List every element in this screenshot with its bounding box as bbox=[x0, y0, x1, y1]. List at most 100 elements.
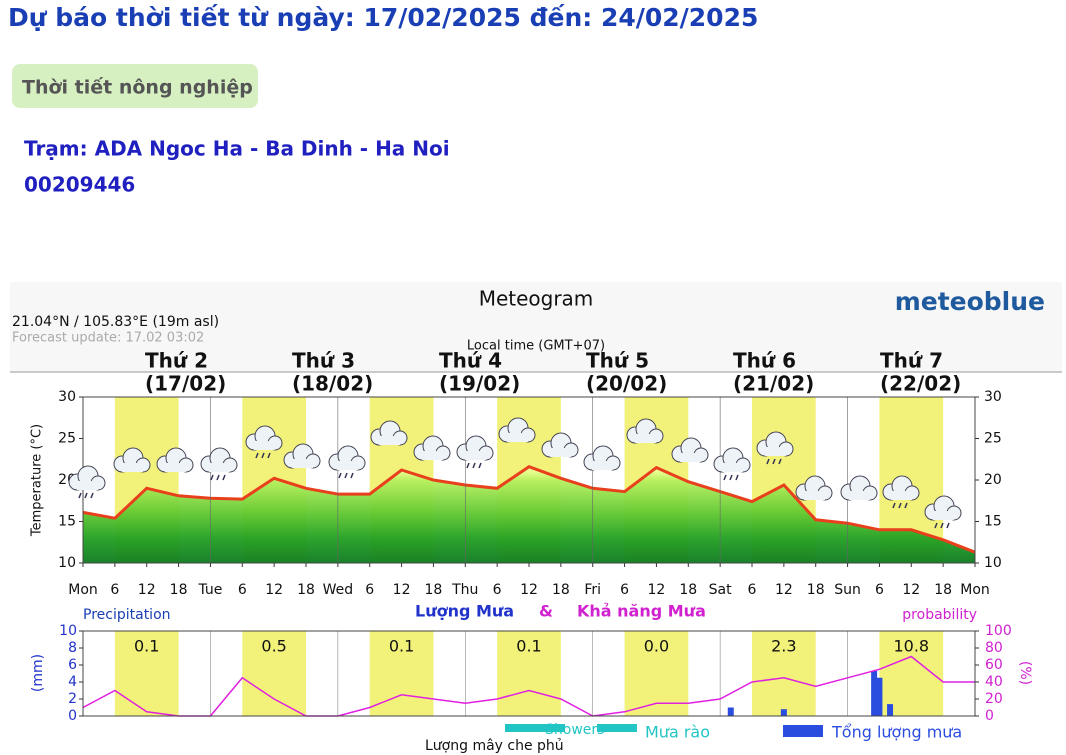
daily-total: 0.1 bbox=[516, 637, 541, 656]
icon-part bbox=[337, 461, 358, 470]
probability-line bbox=[82, 655, 975, 717]
x-tick-label: Sun bbox=[834, 582, 861, 598]
y2-tick-label: 0 bbox=[985, 708, 994, 724]
icon-rain bbox=[766, 458, 782, 465]
daily-total: 0.1 bbox=[134, 637, 159, 656]
icon-part bbox=[422, 451, 443, 460]
x-tick-label: 6 bbox=[493, 582, 502, 598]
icon-part bbox=[209, 463, 230, 472]
daily-total: 10.8 bbox=[893, 637, 929, 656]
day-name: Thứ 3 bbox=[292, 349, 355, 373]
plot: Thứ 2(17/02) Thứ 3(18/02) Thứ 4(19/02) Thứ … bbox=[30, 349, 1034, 755]
x-tick-label: 18 bbox=[297, 582, 315, 598]
x-tick-label: 12 bbox=[775, 582, 793, 598]
day-date: (22/02) bbox=[880, 372, 961, 396]
y-tick-label: 10 bbox=[58, 555, 76, 571]
weather-icon bbox=[541, 432, 579, 458]
daily-total: 0.5 bbox=[261, 637, 286, 656]
icon-rain bbox=[723, 474, 739, 481]
icon-part bbox=[77, 481, 98, 490]
weather-icon bbox=[245, 425, 283, 459]
local-time: Local time (GMT+07) bbox=[467, 339, 605, 354]
panel-title-right: probability bbox=[902, 607, 977, 623]
x-tick-label: 6 bbox=[110, 582, 119, 598]
day-name: Thứ 6 bbox=[733, 349, 796, 373]
x-tick-label: 18 bbox=[425, 582, 443, 598]
x-tick-label: Mon bbox=[960, 582, 990, 598]
legend-label: Mưa rào bbox=[645, 723, 710, 742]
weather-icon bbox=[113, 447, 151, 473]
location: 21.04°N / 105.83°E (19m asl) bbox=[12, 314, 219, 330]
precip-bar bbox=[780, 709, 787, 716]
y-tick-label-right: 15 bbox=[984, 514, 1002, 530]
day-band bbox=[369, 631, 434, 716]
day-date: (21/02) bbox=[733, 372, 814, 396]
weather-icon bbox=[328, 445, 366, 479]
y-tick-label: 30 bbox=[58, 389, 76, 405]
weather-icon bbox=[626, 418, 664, 444]
x-tick-label: 12 bbox=[265, 582, 283, 598]
forecast-update: Forecast update: 17.02 03:02 bbox=[12, 331, 204, 346]
icon-part bbox=[165, 463, 186, 472]
day-band bbox=[114, 631, 179, 716]
icon-part bbox=[722, 463, 743, 472]
weather-icon bbox=[583, 445, 621, 471]
icon-part bbox=[891, 491, 912, 500]
weather-icon bbox=[713, 447, 751, 481]
icon-rain bbox=[210, 474, 226, 481]
weather-icon bbox=[370, 420, 408, 446]
tab-label[interactable]: Thời tiết nông nghiệp bbox=[22, 76, 253, 99]
x-tick-label: 6 bbox=[875, 582, 884, 598]
y2-tick-label: 80 bbox=[985, 640, 1003, 656]
y-axis-label: Temperature (°C) bbox=[30, 424, 45, 537]
icon-part bbox=[379, 436, 400, 445]
icon-rain bbox=[466, 462, 482, 469]
y2-tick-label: 100 bbox=[985, 623, 1012, 639]
icon-rain bbox=[255, 452, 271, 459]
day-name: Thứ 5 bbox=[586, 349, 649, 373]
day-date: (18/02) bbox=[292, 372, 373, 396]
y2-tick-label: 60 bbox=[985, 657, 1003, 673]
y-tick-label-right: 20 bbox=[984, 472, 1002, 488]
y-tick-label-right: 10 bbox=[984, 555, 1002, 571]
day-date: (20/02) bbox=[586, 372, 667, 396]
icon-rain bbox=[934, 522, 950, 529]
panel-heading: Lượng Mưa bbox=[415, 602, 514, 621]
y-tick-label-right: 25 bbox=[984, 431, 1002, 447]
weather-icon bbox=[413, 435, 451, 461]
temperature-line bbox=[82, 465, 976, 554]
x-tick-label: 18 bbox=[170, 582, 188, 598]
weather-icon bbox=[671, 437, 709, 463]
x-tick-label: Tue bbox=[197, 582, 222, 598]
legend-swatch bbox=[597, 724, 637, 732]
icon-part bbox=[254, 441, 275, 450]
icon-part bbox=[680, 453, 701, 462]
brand: meteoblue bbox=[895, 287, 1045, 316]
weather-icon bbox=[68, 465, 106, 499]
day-band bbox=[242, 631, 306, 716]
weather-icon bbox=[924, 495, 962, 529]
icon-part bbox=[849, 491, 870, 500]
weather-icon bbox=[283, 443, 321, 469]
y-tick-label: 0 bbox=[68, 708, 77, 724]
precip-bar bbox=[727, 707, 734, 716]
weather-icon bbox=[200, 447, 238, 481]
legend-swatch bbox=[505, 724, 565, 732]
icon-part bbox=[933, 511, 954, 520]
y-tick-label: 4 bbox=[68, 674, 77, 690]
x-tick-label: 6 bbox=[620, 582, 629, 598]
page-title: Dự báo thời tiết từ ngày: 17/02/2025 đến… bbox=[8, 3, 758, 32]
y2-tick-label: 40 bbox=[985, 674, 1003, 690]
icon-part bbox=[465, 451, 486, 460]
tab[interactable] bbox=[12, 64, 258, 108]
x-tick-label: 12 bbox=[520, 582, 538, 598]
weather-icon bbox=[882, 475, 920, 509]
y-axis-label: (mm) bbox=[30, 654, 46, 692]
icon-part bbox=[292, 459, 313, 468]
station-code: 00209446 bbox=[24, 173, 135, 197]
icon-part bbox=[122, 463, 143, 472]
day-name: Thứ 7 bbox=[880, 349, 943, 373]
day-name: Thứ 2 bbox=[145, 349, 208, 373]
precip-frame bbox=[82, 630, 976, 717]
